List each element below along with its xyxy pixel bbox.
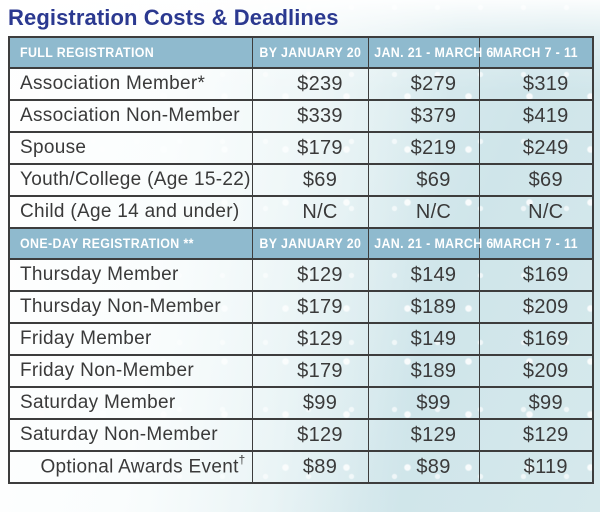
column-header-deadline: JAN. 21 - MARCH 6 xyxy=(367,227,493,260)
footnote-marker: † xyxy=(238,454,246,468)
price-cell: $179 xyxy=(251,354,369,388)
registration-costs-table: FULL REGISTRATION BY JANUARY 20 JAN. 21 - … xyxy=(8,36,594,484)
row-label: Saturday Member xyxy=(8,386,253,420)
table-row: Thursday Non-Member $179 $189 $209 xyxy=(8,290,594,324)
price-cell: $419 xyxy=(478,99,594,133)
column-header-deadline: BY JANUARY 20 xyxy=(251,36,369,69)
column-header-deadline: MARCH 7 - 11 xyxy=(478,36,594,69)
table-row: Spouse $179 $219 $249 xyxy=(8,131,594,165)
price-cell: $129 xyxy=(367,418,480,452)
price-cell: $99 xyxy=(478,386,594,420)
table-row: Saturday Member $99 $99 $99 xyxy=(8,386,594,420)
section-title: ONE-DAY REGISTRATION ** xyxy=(8,227,253,260)
table-row: Association Non-Member $339 $379 $419 xyxy=(8,99,594,133)
table-row: Youth/College (Age 15-22) $69 $69 $69 xyxy=(8,163,594,197)
row-label: Spouse xyxy=(8,131,253,165)
price-cell: $219 xyxy=(367,131,480,165)
price-cell: $169 xyxy=(478,322,594,356)
price-cell: $339 xyxy=(251,99,369,133)
price-cell: $129 xyxy=(478,418,594,452)
row-label: Thursday Non-Member xyxy=(8,290,253,324)
section-header-row: ONE-DAY REGISTRATION ** BY JANUARY 20 JAN.… xyxy=(8,227,594,260)
section-header-row: FULL REGISTRATION BY JANUARY 20 JAN. 21 - … xyxy=(8,36,594,69)
table-row: Child (Age 14 and under) N/C N/C N/C xyxy=(8,195,594,229)
price-cell: $129 xyxy=(251,258,369,292)
price-cell: $149 xyxy=(367,258,480,292)
price-cell: N/C xyxy=(367,195,480,229)
row-label: Saturday Non-Member xyxy=(8,418,253,452)
price-cell: $279 xyxy=(367,67,480,101)
price-cell: $69 xyxy=(478,163,594,197)
price-cell: $149 xyxy=(367,322,480,356)
price-cell: $69 xyxy=(251,163,369,197)
price-cell: $189 xyxy=(367,354,480,388)
row-label: Friday Non-Member xyxy=(8,354,253,388)
price-cell: $379 xyxy=(367,99,480,133)
price-cell: $129 xyxy=(251,322,369,356)
table-row: Thursday Member $129 $149 $169 xyxy=(8,258,594,292)
row-label: Youth/College (Age 15-22) xyxy=(8,163,253,197)
price-cell: $179 xyxy=(251,290,369,324)
table-row: Optional Awards Event† $89 $89 $119 xyxy=(8,450,594,484)
row-label: Child (Age 14 and under) xyxy=(8,195,253,229)
price-cell: $189 xyxy=(367,290,480,324)
row-label: Association Member* xyxy=(8,67,253,101)
price-cell: $99 xyxy=(367,386,480,420)
section-title: FULL REGISTRATION xyxy=(8,36,253,69)
column-header-deadline: JAN. 21 - MARCH 6 xyxy=(367,36,493,69)
table-row: Friday Member $129 $149 $169 xyxy=(8,322,594,356)
price-cell: $319 xyxy=(478,67,594,101)
price-cell: $89 xyxy=(251,450,369,484)
price-cell: $129 xyxy=(251,418,369,452)
price-cell: $209 xyxy=(478,354,594,388)
row-label: Association Non-Member xyxy=(8,99,253,133)
price-cell: $239 xyxy=(251,67,369,101)
column-header-deadline: BY JANUARY 20 xyxy=(251,227,369,260)
price-cell: $69 xyxy=(367,163,480,197)
row-label: Thursday Member xyxy=(8,258,253,292)
table-row: Association Member* $239 $279 $319 xyxy=(8,67,594,101)
price-cell: $89 xyxy=(367,450,480,484)
table-row: Saturday Non-Member $129 $129 $129 xyxy=(8,418,594,452)
price-cell: $209 xyxy=(478,290,594,324)
table-row: Friday Non-Member $179 $189 $209 xyxy=(8,354,594,388)
price-cell: $249 xyxy=(478,131,594,165)
row-label: Friday Member xyxy=(8,322,253,356)
price-cell: N/C xyxy=(251,195,369,229)
row-label: Optional Awards Event† xyxy=(8,450,253,484)
price-cell: N/C xyxy=(478,195,594,229)
price-cell: $169 xyxy=(478,258,594,292)
price-cell: $119 xyxy=(478,450,594,484)
column-header-deadline: MARCH 7 - 11 xyxy=(478,227,594,260)
price-cell: $179 xyxy=(251,131,369,165)
price-cell: $99 xyxy=(251,386,369,420)
page-title: Registration Costs & Deadlines xyxy=(8,5,339,30)
